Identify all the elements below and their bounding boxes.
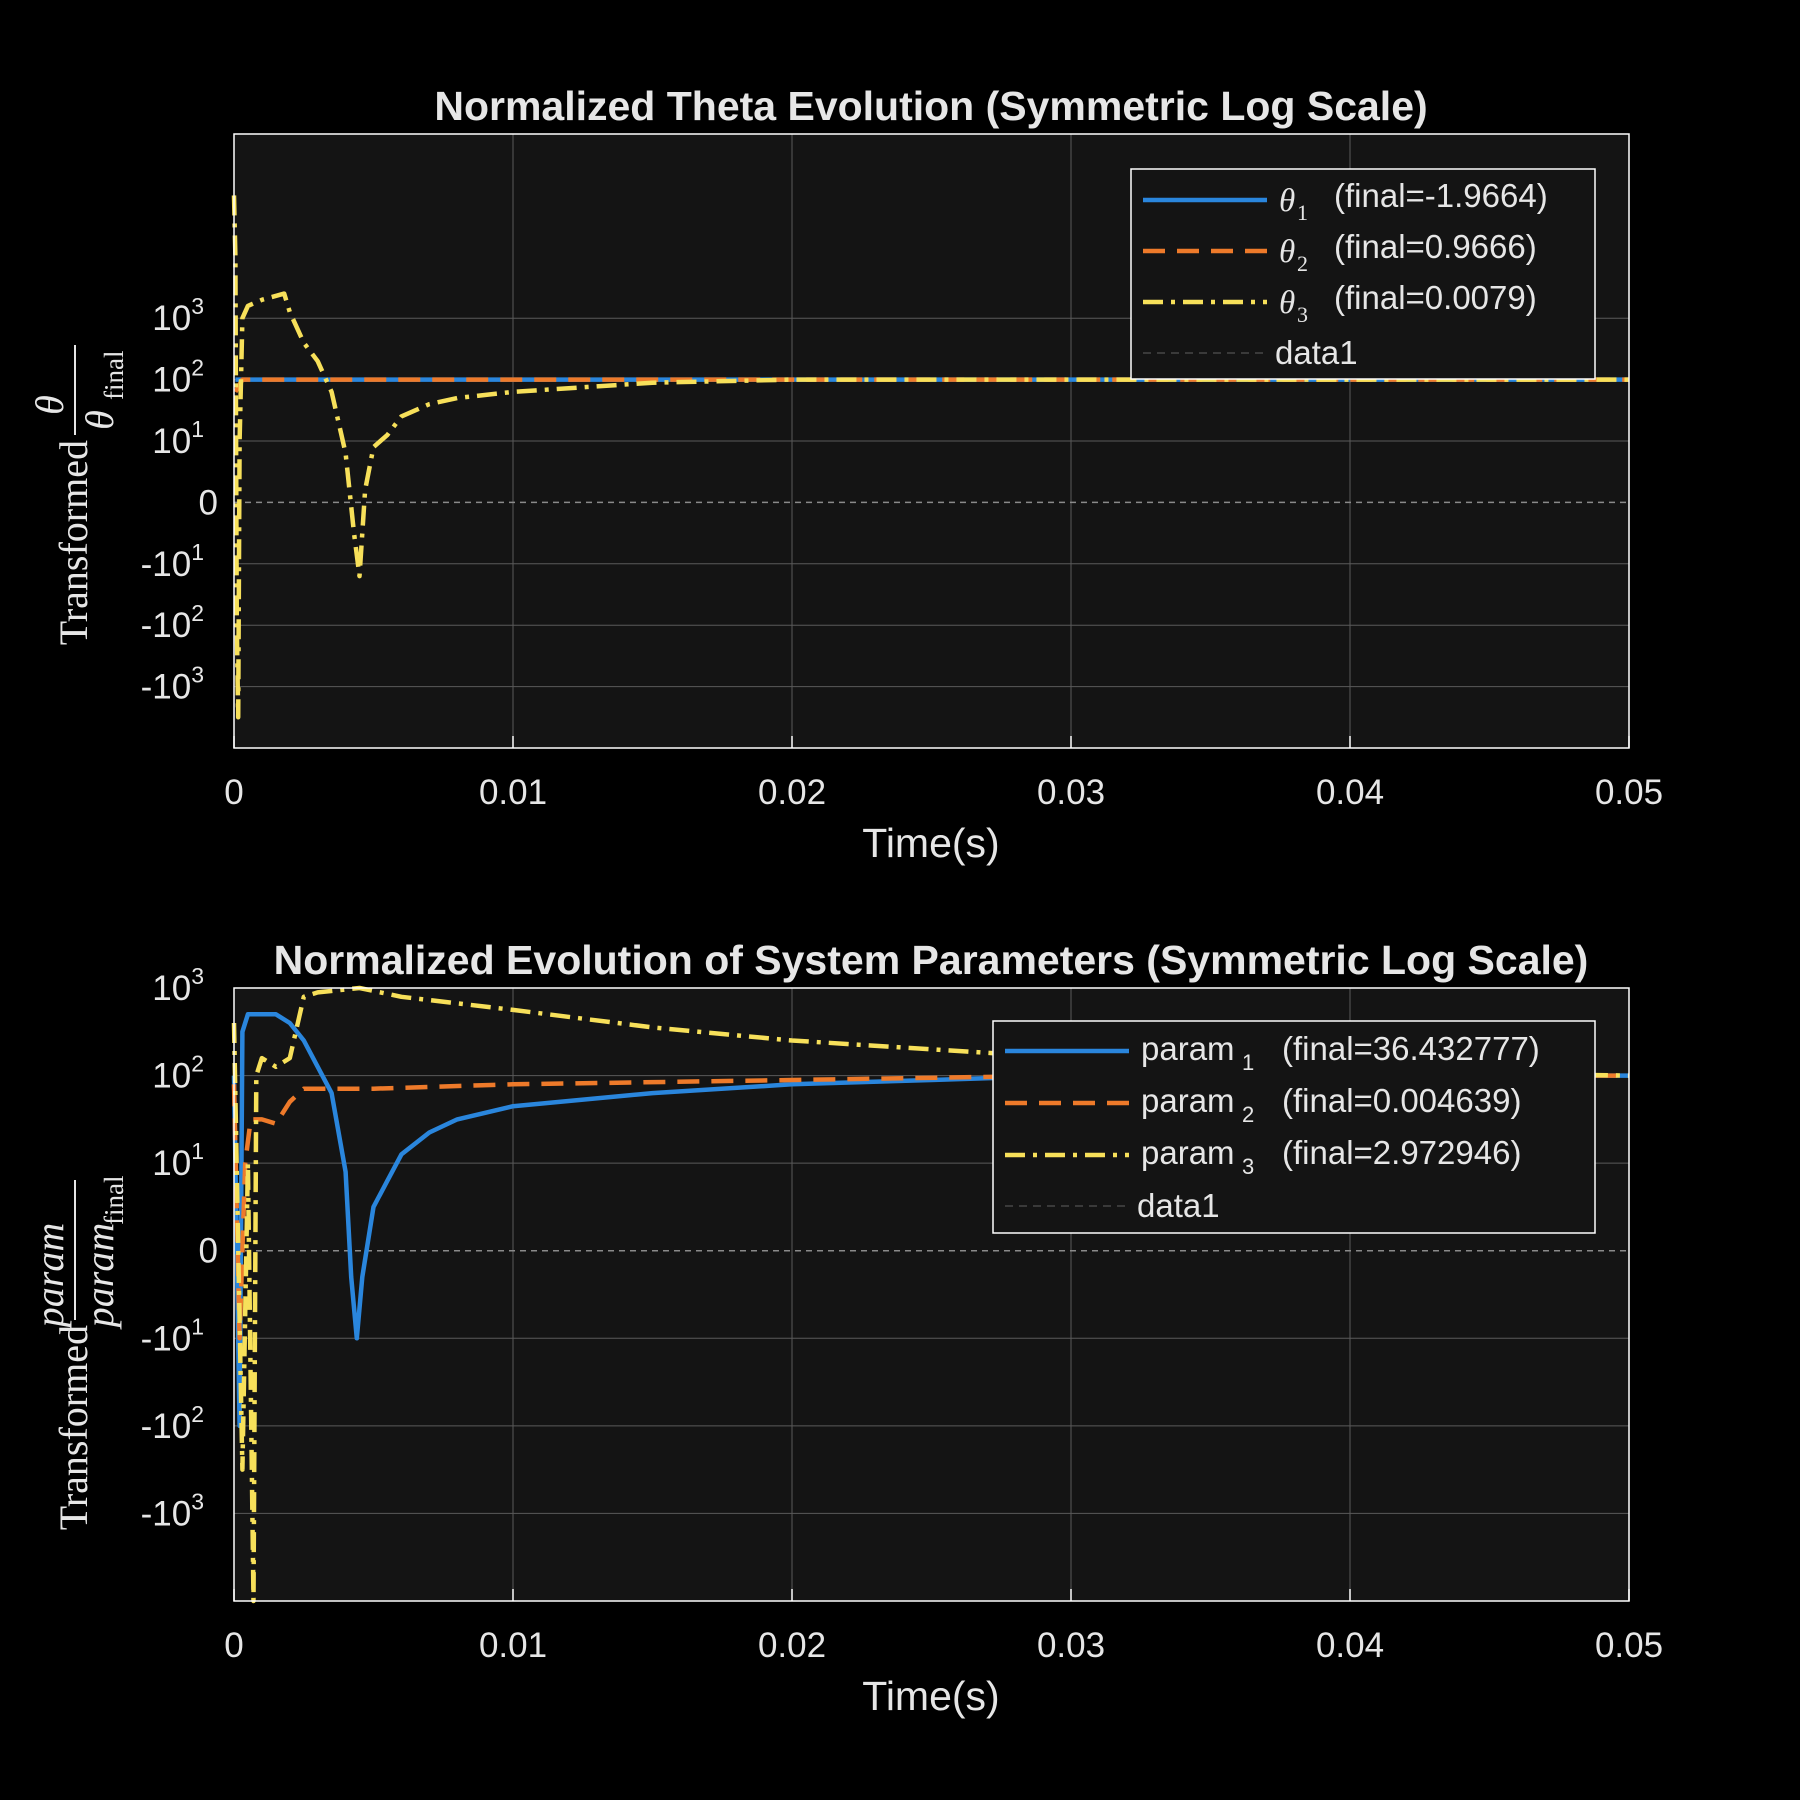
y-tick-label: 103 <box>152 963 204 1008</box>
y-axis-label-denominator: θ <box>77 410 122 430</box>
legend-subscript: 1 <box>1297 200 1308 225</box>
grid <box>233 134 1630 748</box>
y-axis-label-denominator: param <box>77 1223 122 1330</box>
series-line-1 <box>231 1012 1629 1429</box>
legend-label: (final=36.432777) <box>1282 1030 1540 1067</box>
x-tick-label: 0.05 <box>1595 773 1663 812</box>
series-line-3 <box>231 195 1629 720</box>
chart-title: Normalized Theta Evolution (Symmetric Lo… <box>434 83 1427 129</box>
y-axis-label: Transformed param param final <box>27 1176 129 1531</box>
y-tick-labels: 103 102 101 0 -101 -102 -103 <box>141 963 218 1533</box>
y-tick-label: 102 <box>152 1051 204 1096</box>
x-axis-label: Time(s) <box>862 820 999 866</box>
legend-subscript: 1 <box>1242 1050 1254 1075</box>
theta-chart-panel: 0 0.01 0.02 0.03 0.04 0.05 103 102 101 0 -101 -102… <box>27 83 1663 866</box>
legend-label: data1 <box>1137 1187 1220 1224</box>
y-axis-label-prefix: Transformed <box>51 440 96 645</box>
x-tick-labels: 0 0.01 0.02 0.03 0.04 0.05 <box>224 1626 1663 1665</box>
legend-label: (final=2.972946) <box>1282 1134 1521 1171</box>
legend-symbol: θ <box>1279 285 1295 321</box>
legend-label: (final=0.004639) <box>1282 1082 1521 1119</box>
y-tick-label: -101 <box>141 539 204 584</box>
x-tick-label: 0.01 <box>479 1626 547 1665</box>
param-chart-panel: 0 0.01 0.02 0.03 0.04 0.05 103 102 101 0 -101 -102… <box>27 937 1663 1719</box>
y-tick-label: -103 <box>141 662 204 707</box>
y-tick-label: 103 <box>152 293 204 338</box>
y-tick-label: 0 <box>199 1232 218 1271</box>
x-tick-label: 0.04 <box>1316 773 1384 812</box>
legend-symbol: θ <box>1279 183 1295 219</box>
legend-subscript: 2 <box>1297 251 1308 276</box>
x-tick-label: 0 <box>224 1626 243 1665</box>
legend-box <box>1130 168 1596 380</box>
legend: θ 1 (final=-1.9664) θ 2 (final=0.9666) θ… <box>1130 168 1596 380</box>
legend-symbol: param <box>1141 1134 1235 1171</box>
y-axis-label-prefix: Transformed <box>51 1325 96 1530</box>
y-tick-label: -103 <box>141 1488 204 1533</box>
y-tick-label: 101 <box>152 1138 204 1183</box>
y-axis-label-numerator: param <box>27 1223 72 1330</box>
legend-label: (final=0.9666) <box>1334 228 1537 265</box>
legend-subscript: 2 <box>1242 1102 1254 1127</box>
legend-box <box>992 1020 1596 1234</box>
y-axis-label: Transformed θ θ final <box>27 345 129 645</box>
x-tick-label: 0.03 <box>1037 1626 1105 1665</box>
y-axis-label-numerator: θ <box>27 395 72 415</box>
y-tick-label: -102 <box>141 1401 204 1446</box>
y-tick-label: 0 <box>199 483 218 522</box>
legend-symbol: param <box>1141 1030 1235 1067</box>
axes-frame <box>233 987 1630 1602</box>
legend-symbol: param <box>1141 1082 1235 1119</box>
x-tick-label: 0.01 <box>479 773 547 812</box>
x-tick-label: 0.04 <box>1316 1626 1384 1665</box>
legend-subscript: 3 <box>1242 1154 1254 1179</box>
x-tick-label: 0.03 <box>1037 773 1105 812</box>
y-axis-label-denominator-sub: final <box>99 1176 129 1225</box>
y-tick-label: -102 <box>141 600 204 645</box>
y-tick-label: 101 <box>152 416 204 461</box>
legend-symbol: θ <box>1279 234 1295 270</box>
chart-title: Normalized Evolution of System Parameter… <box>274 937 1589 983</box>
series-line-2 <box>231 1073 1629 1341</box>
x-axis-label: Time(s) <box>862 1673 999 1719</box>
legend: param 1 (final=36.432777) param 2 (final… <box>992 1020 1596 1234</box>
legend-label: data1 <box>1275 334 1358 371</box>
legend-subscript: 3 <box>1297 302 1308 327</box>
y-tick-labels: 103 102 101 0 -101 -102 -103 <box>141 293 218 706</box>
x-tick-label: 0.02 <box>758 773 826 812</box>
legend-label: (final=0.0079) <box>1334 279 1537 316</box>
legend-label: (final=-1.9664) <box>1334 177 1548 214</box>
y-tick-label: 102 <box>152 355 204 400</box>
x-tick-label: 0.02 <box>758 1626 826 1665</box>
x-tick-label: 0.05 <box>1595 1626 1663 1665</box>
y-tick-label: -101 <box>141 1313 204 1358</box>
y-axis-label-denominator-sub: final <box>99 351 129 400</box>
x-tick-label: 0 <box>224 773 243 812</box>
x-tick-labels: 0 0.01 0.02 0.03 0.04 0.05 <box>224 773 1663 812</box>
axes-frame <box>233 133 1630 749</box>
